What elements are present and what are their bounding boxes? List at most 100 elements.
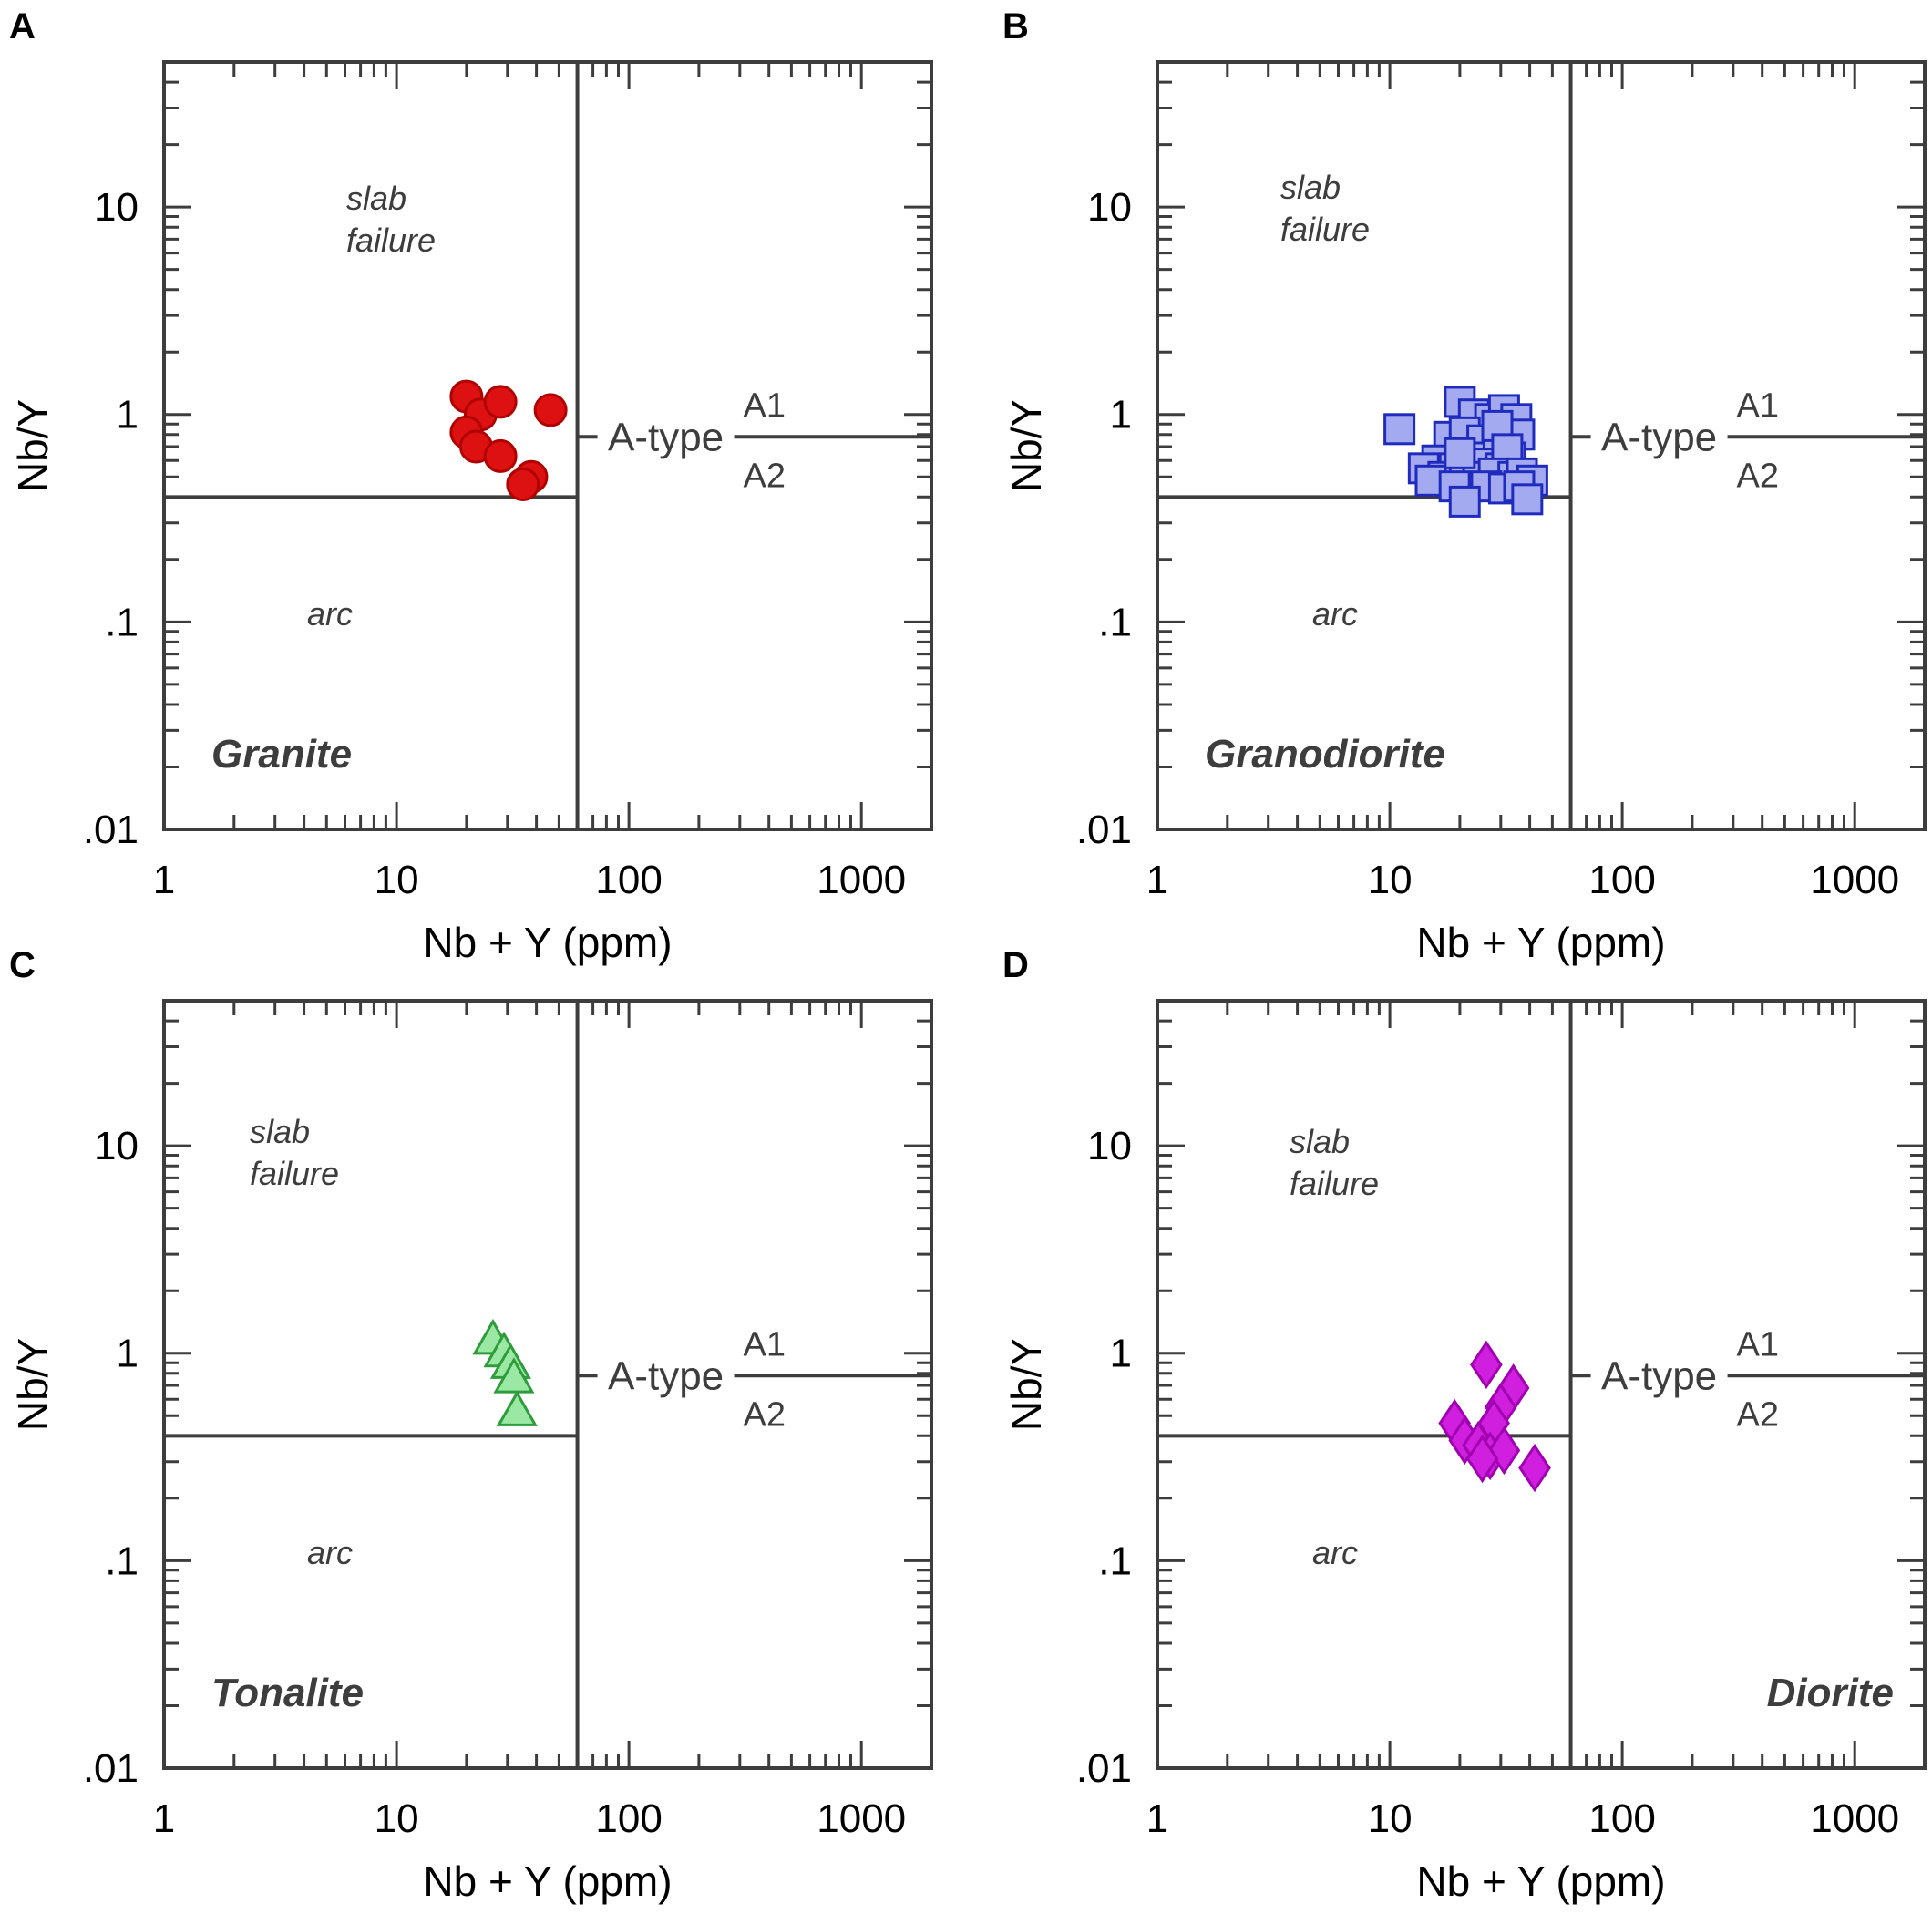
panel-label: A [9,6,36,46]
data-point [1448,485,1481,518]
region-label-slab: slab [1290,1123,1350,1160]
region-label-slab: slab [250,1113,310,1150]
data-point [483,385,518,419]
y-tick-label: 10 [94,1124,139,1168]
y-tick-label: 1 [1110,1332,1132,1376]
region-label-arc: arc [307,595,353,633]
region-label-failure: failure [1280,211,1370,248]
data-point [496,1390,538,1426]
data-point [1465,1434,1499,1484]
rock-type-label: Tonalite [211,1671,364,1715]
x-tick-label: 100 [595,1796,662,1841]
data-point [1470,1340,1503,1390]
axis-ticks [1157,1001,1925,1768]
panel-label: D [1002,945,1029,985]
x-tick-label: 1000 [1810,1796,1899,1841]
panel-label: C [9,945,36,985]
a2-label: A2 [1737,1395,1779,1434]
region-label-slab: slab [346,180,406,217]
x-tick-label: 1 [1146,858,1168,902]
a1-label: A1 [744,386,786,425]
a2-label: A2 [744,1395,786,1434]
a1-label: A1 [1737,386,1779,425]
data-series [1438,1340,1551,1493]
data-point [1511,483,1544,516]
y-tick-label: 10 [1087,1124,1132,1168]
a-type-label: A-type [1601,415,1717,459]
region-label-arc: arc [1312,1534,1358,1571]
y-axis-title: Nb/Y [9,399,57,492]
x-tick-label: 100 [1588,858,1655,902]
data-series [449,379,568,502]
data-point [1383,413,1416,446]
data-point [483,438,518,473]
a2-label: A2 [1737,457,1779,495]
y-tick-label: 1 [117,393,139,437]
data-series [472,1318,538,1426]
region-label-failure: failure [250,1155,339,1192]
y-axis-title: Nb/Y [1002,399,1050,492]
x-tick-label: 10 [375,1796,419,1841]
x-axis-title: Nb + Y (ppm) [423,919,672,966]
x-tick-label: 1000 [817,858,906,902]
y-tick-label: 1 [117,1332,139,1376]
x-axis-title: Nb + Y (ppm) [1416,1857,1665,1905]
rock-type-label: Diorite [1767,1671,1894,1715]
y-tick-label: .1 [1098,600,1132,644]
y-tick-label: 10 [1087,185,1132,230]
rock-type-label: Granodiorite [1205,732,1445,777]
y-tick-label: 1 [1110,393,1132,437]
y-tick-label: .01 [1076,808,1132,852]
y-tick-label: .01 [83,808,139,852]
y-tick-label: .01 [83,1746,139,1791]
axis-ticks [1157,62,1925,829]
x-tick-label: 1 [1146,1796,1168,1841]
y-tick-label: .1 [105,600,139,644]
region-label-failure: failure [346,221,436,259]
y-tick-label: .1 [105,1538,139,1583]
a-type-label: A-type [608,1353,724,1398]
panel-label: B [1002,6,1029,46]
data-point [533,393,568,427]
x-tick-label: 1 [153,1796,175,1841]
region-label-failure: failure [1290,1165,1379,1202]
y-axis-title: Nb/Y [9,1338,57,1431]
x-axis-title: Nb + Y (ppm) [1416,919,1665,966]
axis-ticks [164,62,931,829]
data-point [1518,1443,1551,1493]
x-tick-label: 1000 [1810,858,1899,902]
x-axis-title: Nb + Y (ppm) [423,1857,672,1905]
data-point [506,468,540,502]
x-tick-label: 1000 [817,1796,906,1841]
a1-label: A1 [744,1325,786,1363]
region-label-arc: arc [307,1534,353,1571]
plot-frame [1156,60,1927,831]
a-type-label: A-type [608,415,724,459]
x-tick-label: 100 [595,858,662,902]
x-tick-label: 10 [1368,1796,1413,1841]
a-type-label: A-type [1601,1353,1717,1398]
data-series [1383,386,1548,518]
plot-frame [1156,999,1927,1770]
region-label-slab: slab [1280,169,1341,206]
y-tick-label: .01 [1076,1746,1132,1791]
y-axis-title: Nb/Y [1002,1338,1050,1431]
x-tick-label: 100 [1588,1796,1655,1841]
a1-label: A1 [1737,1325,1779,1363]
a2-label: A2 [744,457,786,495]
y-tick-label: .1 [1098,1538,1132,1583]
data-point [493,1357,535,1394]
x-tick-label: 10 [375,858,419,902]
x-tick-label: 1 [153,858,175,902]
y-tick-label: 10 [94,185,139,230]
region-label-arc: arc [1312,595,1358,633]
data-point [1444,437,1476,469]
x-tick-label: 10 [1368,858,1413,902]
rock-type-label: Granite [211,732,352,777]
plot-frame [162,60,933,831]
